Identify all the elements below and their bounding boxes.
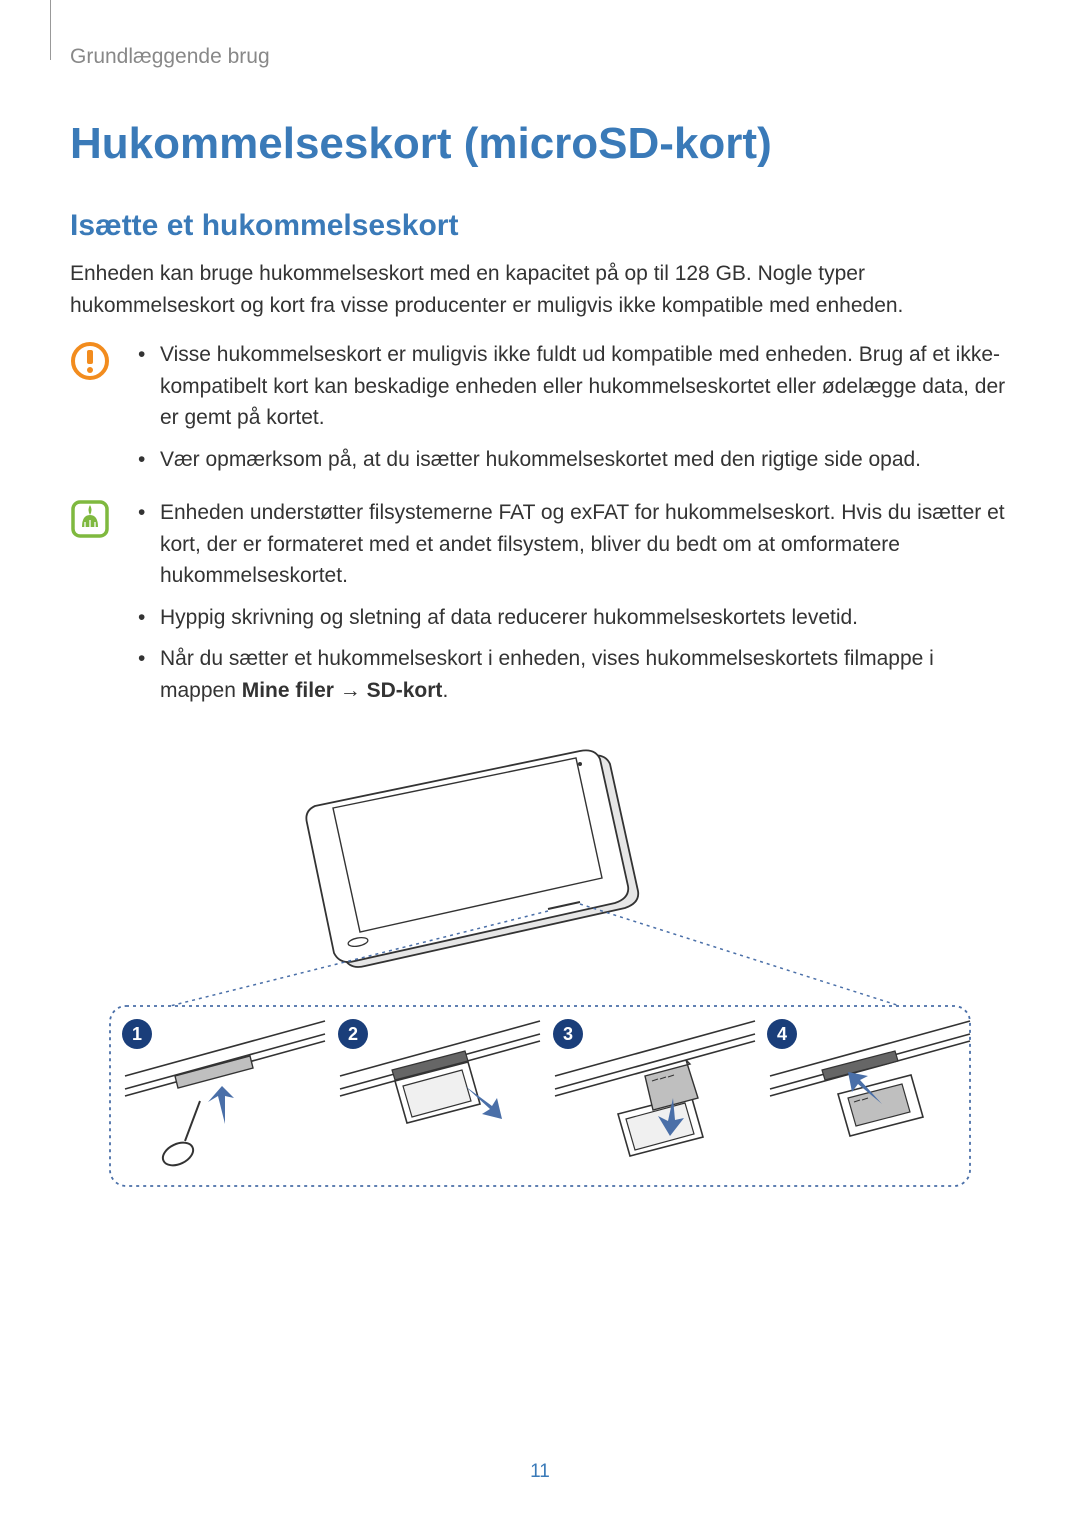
section-title: Isætte et hukommelseskort (70, 209, 1010, 243)
svg-text:3: 3 (563, 1024, 573, 1044)
warning-bullet: Vær opmærksom på, at du isætter hukommel… (134, 444, 1010, 476)
svg-text:4: 4 (777, 1024, 787, 1044)
step-badge-1: 1 (122, 1019, 152, 1049)
step-4-illustration (770, 1021, 970, 1136)
svg-text:1: 1 (132, 1024, 142, 1044)
step-badge-4: 4 (767, 1019, 797, 1049)
note-bullet: Når du sætter et hukommelseskort i enhed… (134, 643, 1010, 706)
note-callout: Enheden understøtter filsystemerne FAT o… (70, 497, 1010, 716)
note-icon (70, 499, 110, 539)
installation-diagram: 1 2 3 4 (70, 746, 1010, 1201)
left-margin-rule (50, 0, 51, 60)
breadcrumb: Grundlæggende brug (70, 45, 1010, 69)
warning-bullet: Visse hukommelseskort er muligvis ikke f… (134, 339, 1010, 434)
step-2-illustration (340, 1021, 540, 1123)
svg-text:2: 2 (348, 1024, 358, 1044)
note-bullet: Hyppig skrivning og sletning af data red… (134, 602, 1010, 634)
warning-icon (70, 341, 110, 381)
warning-list: Visse hukommelseskort er muligvis ikke f… (134, 339, 1010, 475)
intro-paragraph: Enheden kan bruge hukommelseskort med en… (70, 258, 1010, 321)
note-bullet: Enheden understøtter filsystemerne FAT o… (134, 497, 1010, 592)
note-trail-suffix: . (442, 679, 448, 702)
note-bold-trail: Mine filer → SD-kort (242, 679, 443, 702)
page-number: 11 (70, 1461, 1010, 1483)
note-list: Enheden understøtter filsystemerne FAT o… (134, 497, 1010, 706)
page-title: Hukommelseskort (microSD-kort) (70, 119, 1010, 169)
step-badge-3: 3 (553, 1019, 583, 1049)
step-badge-2: 2 (338, 1019, 368, 1049)
warning-callout: Visse hukommelseskort er muligvis ikke f… (70, 339, 1010, 485)
step-3-illustration (555, 1021, 755, 1156)
tablet-illustration (306, 750, 638, 967)
step-1-illustration (125, 1021, 325, 1170)
